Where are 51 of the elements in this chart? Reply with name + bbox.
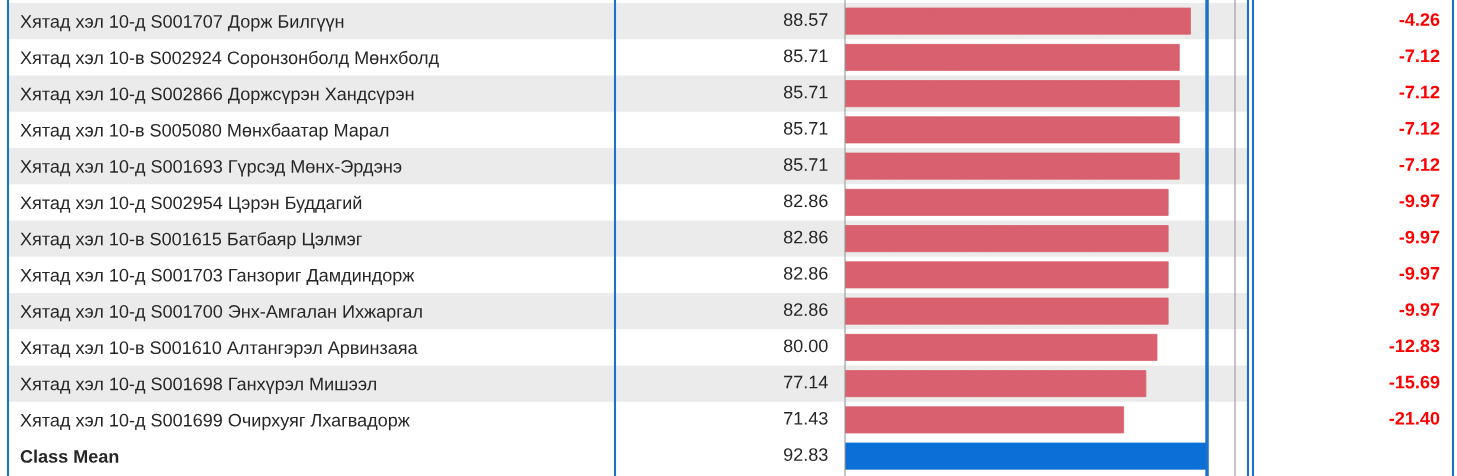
text: -9.97 [1399,230,1440,244]
y-tick-label: Хятад хэл 10-д S002866 Доржсүрэн Хандсүрэн [20,87,414,104]
y-tick-label: Хятад хэл 10-в S002924 Соронзонболд Мөнхболд [20,50,439,68]
data-label: 71.43 [784,411,828,425]
data-label: 77.14 [784,375,828,389]
text: -15.69 [1389,375,1440,389]
bar [845,333,1158,361]
data-label: 92.83 [784,448,828,461]
data-label: 80.00 [783,339,828,353]
y-tick-label: Хятад хэл 10-д S001693 Гүрсэд Мөнх-Эрдэнэ [20,160,402,177]
y-tick-label: Хятад хэл 10-в S001610 Алтангэрэл Арвинзаяа [20,341,418,358]
text: -9.97 [1399,266,1440,280]
y-tick-label: Хятад хэл 10-д S001703 Ганзориг Дамдиндорж [20,268,415,286]
data-label: 82.86 [783,303,828,316]
y-tick-label: Хятад хэл 10-д S001700 Энх-Амгалан Ихжаргал [20,305,422,322]
y-tick-label: Class Mean [20,449,119,463]
y-tick-label: Хятад хэл 10-д S001699 Очирхуяг Лхагвадорж [20,413,410,431]
text: -7.12 [1399,49,1440,63]
text: -9.97 [1399,303,1440,316]
y-tick-label: Хятад хэл 10-д S002954 Цэрэн Буддагий [20,195,362,213]
bar [845,7,1191,35]
y-tick-label: Хятад хэл 10-в S001615 Батбаяр Цэлмэг [20,232,362,249]
y-tick-label: Хятад хэл 10-д S001707 Дорж Билгүүн [20,15,344,32]
data-label: 82.86 [783,230,828,244]
bar [845,43,1180,71]
bar [845,116,1180,144]
bar [845,188,1169,216]
text: -21.40 [1389,411,1440,425]
bar [845,152,1180,180]
bar [845,442,1208,470]
data-label: 85.71 [783,121,828,135]
bar [845,80,1180,108]
bar [845,406,1124,434]
text: -12.83 [1389,339,1440,353]
y-tick-label: Хятад хэл 10-д S001698 Ганхүрэл Мишээл [20,377,376,394]
data-label: 85.71 [783,49,828,63]
text: -4.26 [1399,13,1440,26]
text: -7.12 [1399,85,1440,99]
bar [845,297,1169,325]
text: -7.12 [1399,121,1440,135]
data-label: 82.86 [783,194,828,208]
data-label: 88.57 [783,13,828,26]
data-label: 85.71 [783,85,828,99]
bar [845,261,1169,289]
y-tick-label: Хятад хэл 10-в S005080 Мөнхбаатар Марал [20,123,389,141]
text: -7.12 [1399,158,1440,171]
data-label: 85.71 [783,158,828,171]
text: -9.97 [1399,194,1440,208]
bar [845,225,1169,253]
data-label: 82.86 [783,266,828,280]
bar [845,370,1147,398]
